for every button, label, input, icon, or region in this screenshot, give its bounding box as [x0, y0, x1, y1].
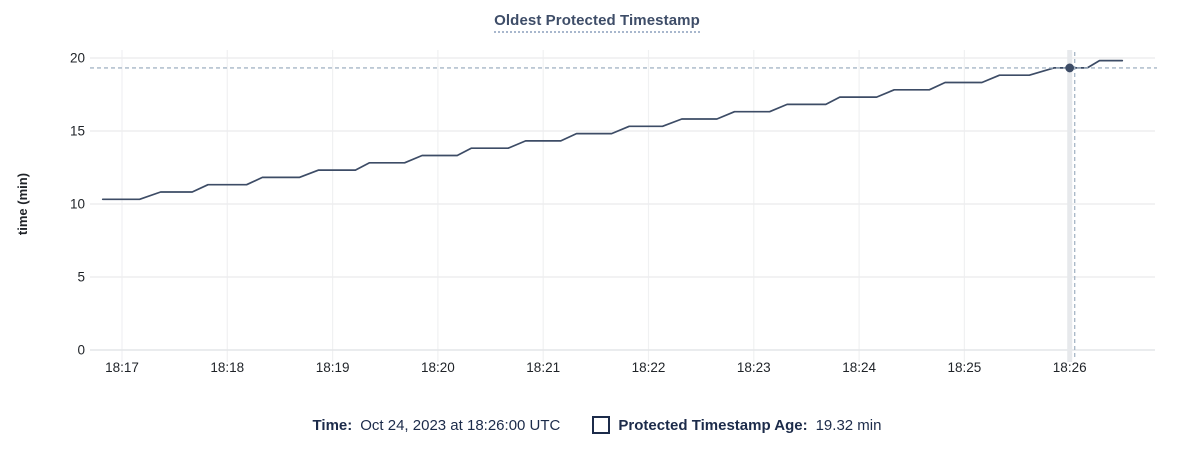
legend-series-label[interactable]: Protected Timestamp Age: [618, 416, 808, 434]
x-tick-label: 18:20 [421, 360, 455, 375]
chart-title-row: Oldest Protected Timestamp [0, 0, 1194, 40]
x-tick-label: 18:18 [210, 360, 244, 375]
x-tick-label: 18:24 [842, 360, 876, 375]
y-axis-title: time (min) [15, 173, 30, 235]
x-tick-label: 18:23 [737, 360, 771, 375]
chart-legend: Time: Oct 24, 2023 at 18:26:00 UTC Prote… [0, 416, 1194, 434]
y-tick-label: 15 [70, 124, 85, 139]
x-tick-label: 18:26 [1053, 360, 1087, 375]
y-tick-label: 0 [77, 343, 85, 358]
chart-panel: Oldest Protected Timestamp 18:17 18:18 18:… [0, 0, 1194, 434]
series-line-protected-timestamp-age[interactable] [101, 59, 1124, 201]
y-tick-label: 5 [77, 270, 85, 285]
x-tick-label: 18:22 [632, 360, 666, 375]
hover-data-point[interactable] [1065, 63, 1075, 73]
legend-time-label: Time: [312, 416, 353, 434]
y-tick-label: 20 [70, 51, 85, 66]
legend-time-value: Oct 24, 2023 at 18:26:00 UTC [360, 416, 561, 434]
x-tick-label: 18:25 [948, 360, 982, 375]
legend-series-value: 19.32 min [815, 416, 882, 434]
x-tick-label: 18:21 [526, 360, 560, 375]
y-tick-label: 10 [70, 197, 85, 212]
line-chart[interactable]: 18:17 18:18 18:19 18:20 18:21 18:22 18:23 18:24… [0, 40, 1194, 402]
x-tick-label: 18:19 [316, 360, 350, 375]
x-tick-label: 18:17 [105, 360, 139, 375]
legend-series-checkbox[interactable] [592, 416, 611, 434]
chart-title[interactable]: Oldest Protected Timestamp [494, 12, 700, 33]
